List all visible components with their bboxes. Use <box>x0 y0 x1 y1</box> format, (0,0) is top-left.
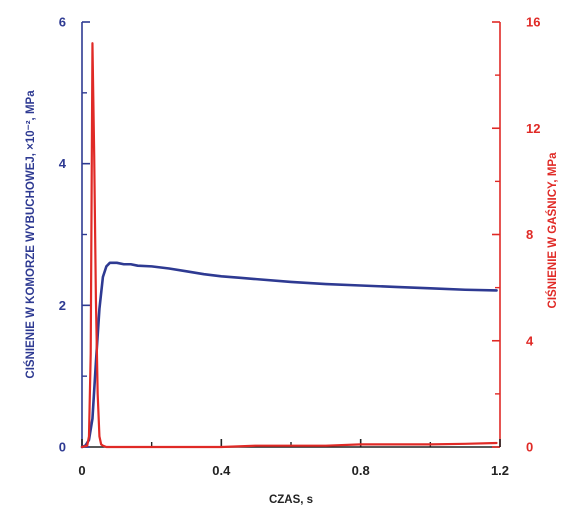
right-tick-label: 0 <box>526 440 533 455</box>
right-tick-label: 16 <box>526 15 540 30</box>
left-tick-label: 6 <box>59 15 66 30</box>
x-tick-label: 1.2 <box>491 463 509 478</box>
right-tick-label: 8 <box>526 227 533 242</box>
x-tick-label: 0.8 <box>352 463 370 478</box>
series-line-right <box>80 42 498 449</box>
x-axis-label: CZAS, s <box>269 494 313 506</box>
ticks: 0 2 4 6 0 4 8 12 16 0 0.4 0.8 1.2 <box>59 15 541 479</box>
x-tick-label: 0.4 <box>212 463 231 478</box>
left-tick-label: 2 <box>59 298 66 313</box>
right-tick-label: 4 <box>526 333 534 348</box>
series-line-left <box>80 261 498 449</box>
x-tick-label: 0 <box>78 463 85 478</box>
right-y-axis-label: CIŚNIENIE W GAŚNICY, MPa <box>546 152 559 309</box>
left-y-axis-label: CIŚNIENIE W KOMORZE WYBUCHOWEJ, ×10⁻², M… <box>24 90 37 379</box>
left-tick-label: 4 <box>59 156 67 171</box>
axes <box>81 22 501 448</box>
right-tick-label: 12 <box>526 121 540 136</box>
series <box>80 42 498 449</box>
left-tick-label: 0 <box>59 440 66 455</box>
